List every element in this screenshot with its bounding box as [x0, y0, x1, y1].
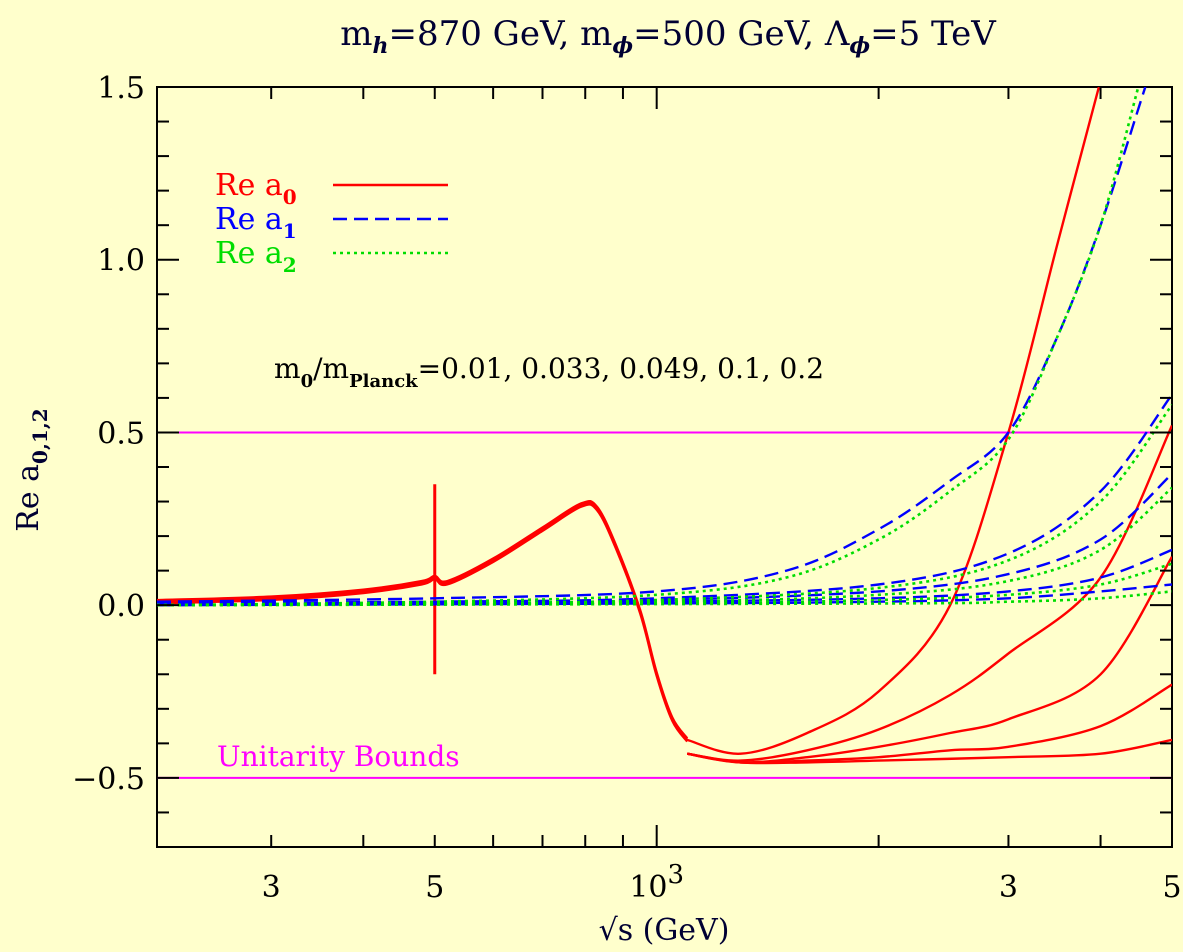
series-line-a2-12 [157, 486, 1172, 607]
series-a0-common-1 [157, 503, 689, 743]
unitarity-bound-lines [157, 431, 1172, 779]
chart-title: mh=870 GeV, mϕ=500 GeV, Λϕ=5 TeV [340, 14, 997, 59]
title-text: mh=870 GeV, mϕ=500 GeV, Λϕ=5 TeV [340, 14, 997, 59]
series-line-a2-14 [157, 590, 1172, 607]
unitarity-bounds-label: Unitarity Bounds [217, 740, 460, 773]
series-line-a2-11 [157, 404, 1172, 607]
x-tick-label: 3 [262, 870, 281, 905]
series-a0-common-0 [157, 501, 689, 741]
y-tick-label: −0.5 [72, 762, 145, 797]
legend-label-1: Re a1 [215, 202, 297, 243]
series-line-a2-10 [157, 87, 1140, 607]
series-group [157, 87, 1172, 765]
series-line-a0-4 [687, 738, 1172, 765]
legend-label-0: Re a0 [215, 168, 297, 209]
y-tick-label: 1.5 [97, 71, 145, 106]
x-tick-label: 3 [999, 870, 1018, 905]
plot-frame [156, 86, 1173, 848]
annotations: m0/mPlanck=0.01, 0.033, 0.049, 0.1, 0.2 U… [217, 352, 824, 773]
axis-labels: 3 5 103 3 5 −0.5 0.0 0.5 1.0 1.5 √s (GeV) Re a0,1,2 [11, 71, 1182, 948]
y-tick-label: 0.0 [97, 589, 145, 624]
legend-label-2: Re a2 [215, 236, 297, 277]
x-axis-label: √s (GeV) [599, 913, 730, 948]
y-tick-label: 0.5 [97, 416, 145, 451]
axis-ticks [157, 86, 1173, 848]
y-axis-label: Re a0,1,2 [11, 408, 52, 531]
params-annotation: m0/mPlanck=0.01, 0.033, 0.049, 0.1, 0.2 [274, 352, 824, 392]
x-tick-label: 103 [629, 860, 684, 905]
series-line-a0-2 [686, 556, 1172, 764]
series-line-a0-0 [686, 87, 1101, 755]
series-line-a0-1 [687, 424, 1172, 762]
series-a0-common-2 [157, 499, 689, 740]
x-tick-label: 5 [1162, 870, 1181, 905]
y-tick-label: 1.0 [97, 244, 145, 279]
axes-frame [156, 86, 1173, 848]
series-line-a1-5 [157, 87, 1147, 603]
series-line-a1-7 [157, 473, 1172, 605]
x-tick-label: 5 [425, 870, 444, 905]
